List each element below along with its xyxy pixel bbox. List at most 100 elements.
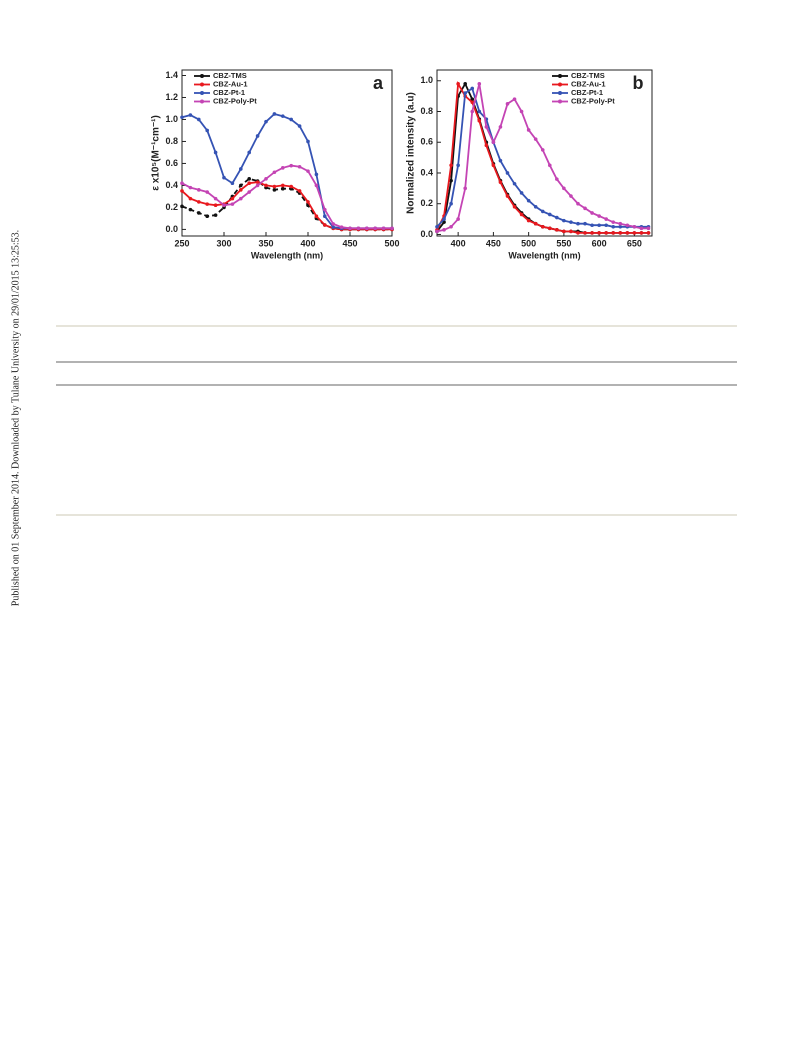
data-point	[562, 218, 566, 223]
data-point	[264, 119, 268, 124]
data-point	[604, 217, 608, 221]
data-point	[540, 224, 545, 229]
data-point	[239, 183, 243, 188]
x-tick-label: 400	[451, 238, 466, 248]
data-point	[569, 194, 573, 198]
data-point	[498, 125, 503, 129]
data-point	[547, 212, 552, 217]
data-point	[272, 188, 277, 192]
x-tick-label: 600	[592, 238, 607, 248]
data-point	[255, 134, 260, 138]
data-point	[470, 97, 475, 102]
legend-label: CBZ-Poly-Pt	[571, 96, 615, 105]
legend-marker	[558, 74, 562, 78]
data-point	[498, 180, 503, 185]
data-point	[639, 231, 644, 235]
data-point	[306, 139, 310, 144]
data-point	[470, 100, 475, 105]
plot-frame	[181, 69, 393, 237]
data-point	[247, 177, 251, 181]
data-point	[456, 217, 460, 221]
data-point	[222, 203, 226, 208]
legend-marker	[200, 91, 204, 95]
data-point	[533, 221, 538, 226]
data-point	[526, 198, 531, 203]
data-point	[323, 223, 327, 227]
y-tick-label: 1.0	[420, 75, 433, 85]
legend-marker	[200, 99, 204, 104]
data-point	[547, 163, 552, 168]
x-tick-label: 450	[342, 238, 357, 248]
y-tick-label: 0.2	[165, 202, 178, 212]
y-tick-label: 0.8	[165, 136, 178, 146]
legend-marker	[558, 82, 562, 87]
data-point	[264, 183, 268, 188]
data-point	[281, 114, 285, 118]
data-point	[597, 231, 601, 235]
data-point	[526, 218, 531, 223]
data-point	[197, 211, 201, 215]
legend-label: CBZ-TMS	[571, 71, 605, 80]
data-point	[247, 190, 251, 194]
data-point	[188, 207, 193, 212]
data-point	[297, 124, 302, 128]
data-point	[331, 225, 336, 230]
y-axis-label: Normalized intensity (a.u)	[406, 92, 417, 214]
data-point	[323, 214, 327, 219]
data-point	[456, 82, 460, 86]
data-point	[632, 224, 637, 229]
data-point	[442, 228, 446, 232]
data-point	[562, 186, 566, 191]
data-point	[540, 148, 545, 152]
data-point	[289, 163, 294, 168]
data-point	[306, 169, 310, 173]
data-point	[569, 220, 573, 224]
x-axis-label: Wavelength (nm)	[251, 250, 323, 260]
data-point	[442, 217, 446, 221]
data-point	[449, 178, 453, 183]
data-point	[180, 115, 184, 120]
data-point	[484, 143, 489, 148]
data-point	[255, 183, 260, 188]
x-tick-label: 300	[216, 238, 231, 248]
data-point	[505, 194, 510, 198]
data-point	[314, 183, 319, 188]
data-point	[505, 102, 510, 106]
data-point	[604, 231, 608, 235]
y-tick-label: 1.4	[165, 70, 178, 80]
data-point	[365, 226, 369, 231]
x-tick-label: 250	[174, 238, 189, 248]
data-point	[519, 191, 524, 195]
x-tick-label: 500	[521, 238, 536, 248]
data-point	[272, 170, 277, 175]
data-point	[611, 231, 616, 235]
data-point	[491, 140, 496, 145]
x-tick-label: 500	[384, 238, 399, 248]
data-point	[297, 189, 302, 193]
data-point	[230, 181, 235, 186]
legend-marker	[200, 74, 204, 78]
data-point	[484, 125, 489, 129]
data-point	[618, 231, 623, 235]
data-point	[205, 214, 209, 219]
x-tick-label: 650	[627, 238, 642, 248]
data-point	[463, 91, 467, 95]
data-point	[449, 224, 453, 229]
y-tick-label: 0.8	[420, 106, 433, 116]
data-point	[222, 175, 226, 180]
side-note: Published on 01 September 2014. Download…	[10, 230, 21, 606]
data-point	[239, 167, 243, 171]
data-point	[540, 209, 545, 214]
legend-label: CBZ-Au-1	[213, 79, 248, 88]
data-point	[289, 117, 294, 122]
data-point	[576, 231, 580, 235]
legend-marker	[558, 99, 562, 104]
data-point	[590, 231, 594, 235]
plot-frame	[436, 69, 653, 237]
series-line	[181, 164, 392, 230]
data-point	[512, 97, 517, 102]
legend-marker	[200, 82, 204, 87]
data-point	[449, 201, 453, 206]
data-point	[555, 177, 559, 181]
